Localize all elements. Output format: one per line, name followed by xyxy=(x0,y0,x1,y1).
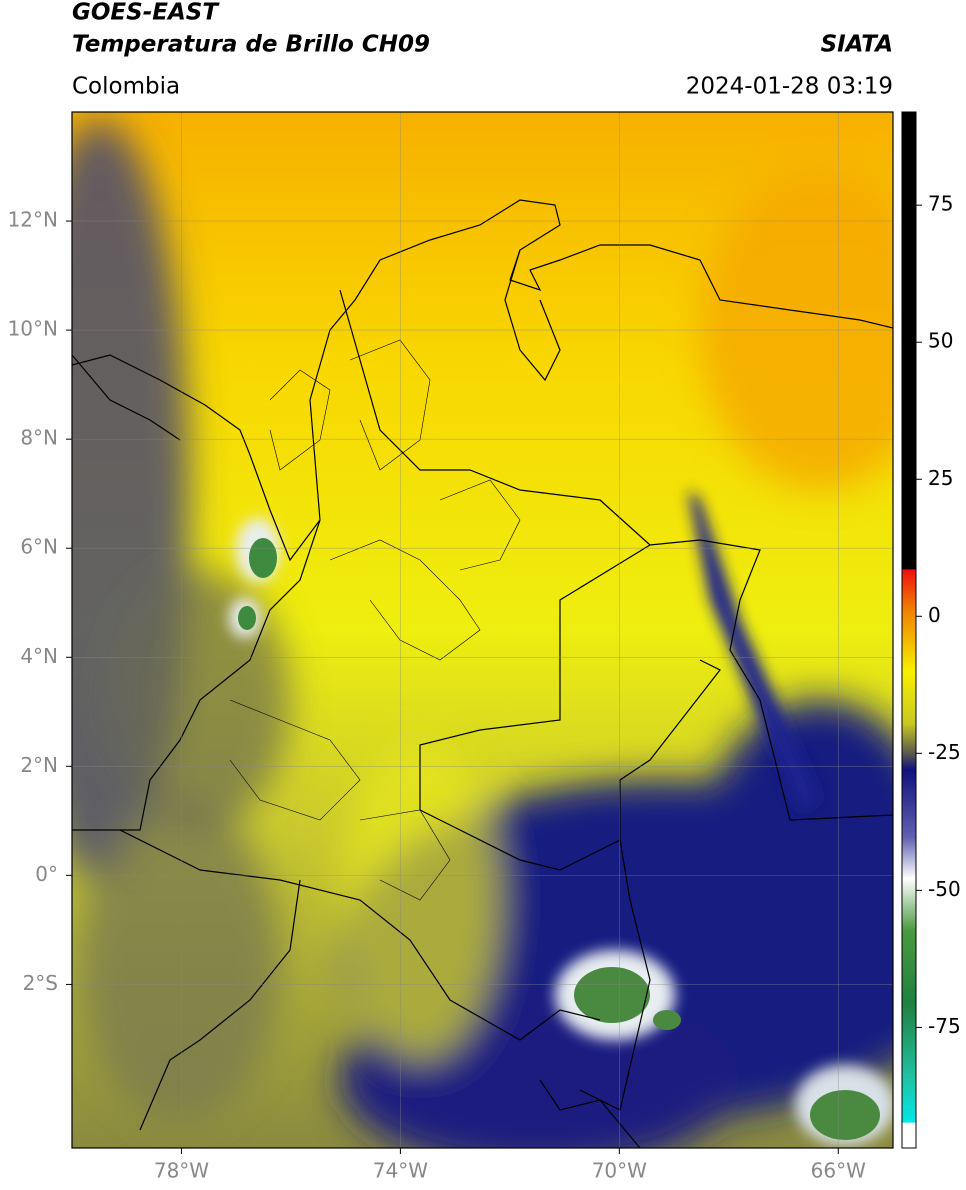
colorbar-tick-label: 0 xyxy=(928,603,941,627)
lat-tick-label: 2°N xyxy=(20,753,58,777)
lon-tick-label: 66°W xyxy=(811,1159,866,1183)
datetime: 2024-01-28 03:19 xyxy=(686,74,893,100)
lat-tick-label: 4°N xyxy=(20,644,58,668)
colorbar-tick-label: 50 xyxy=(928,329,953,353)
subtitle: Temperatura de Brillo CH09 xyxy=(72,32,430,58)
map-frame xyxy=(71,111,894,1149)
lat-tick-label: 2°S xyxy=(23,971,58,995)
colorbar-tick-label: -75 xyxy=(928,1014,961,1038)
lat-tick-label: 10°N xyxy=(8,317,58,341)
lat-tick-label: 8°N xyxy=(20,426,58,450)
colorbar-tick-label: -25 xyxy=(928,740,961,764)
lat-tick-label: 6°N xyxy=(20,535,58,559)
colorbar-tick-label: 25 xyxy=(928,466,953,490)
satellite-image xyxy=(72,112,893,1148)
title: GOES-EAST xyxy=(72,0,220,26)
lon-tick-label: 78°W xyxy=(154,1159,209,1183)
lat-tick-label: 0° xyxy=(35,862,58,886)
graticule xyxy=(72,112,893,1148)
colorbar-tick-label: -50 xyxy=(928,877,961,901)
region: Colombia xyxy=(72,74,180,100)
lat-tick-label: 12°N xyxy=(8,208,58,232)
source: SIATA xyxy=(821,32,893,58)
lon-tick-label: 74°W xyxy=(373,1159,428,1183)
lon-tick-label: 70°W xyxy=(592,1159,647,1183)
colorbar-tick-label: 75 xyxy=(928,192,953,216)
colorbar xyxy=(901,111,917,1149)
